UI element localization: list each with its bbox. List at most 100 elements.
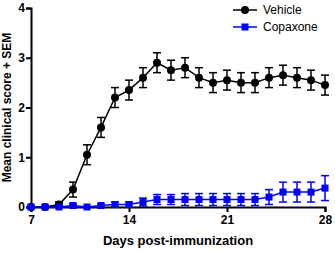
error-cap bbox=[181, 193, 189, 195]
legend-label: Copaxone bbox=[263, 20, 318, 34]
error-bar bbox=[195, 194, 203, 206]
y-axis-title: Mean clinical score + SEM bbox=[0, 33, 14, 183]
error-bar bbox=[223, 70, 231, 90]
error-cap bbox=[265, 87, 273, 89]
error-cap bbox=[321, 200, 329, 202]
data-point bbox=[112, 201, 119, 208]
error-cap bbox=[265, 189, 273, 191]
x-tick-label: 21 bbox=[221, 213, 235, 227]
error-cap bbox=[125, 79, 133, 81]
x-tick-label: 28 bbox=[319, 213, 333, 227]
data-point bbox=[139, 74, 147, 82]
data-point bbox=[41, 203, 49, 211]
data-point bbox=[279, 71, 287, 79]
data-point bbox=[42, 204, 49, 211]
error-cap bbox=[237, 72, 245, 74]
error-bar bbox=[139, 198, 147, 206]
error-cap bbox=[111, 87, 119, 89]
error-cap bbox=[321, 74, 329, 76]
x-tick-label: 7 bbox=[28, 213, 35, 227]
x-tick: 28 bbox=[319, 207, 333, 227]
data-point bbox=[69, 186, 77, 194]
x-tick-mark bbox=[325, 207, 327, 212]
error-cap bbox=[125, 99, 133, 101]
data-point bbox=[238, 196, 245, 203]
error-cap bbox=[209, 193, 217, 195]
error-cap bbox=[293, 181, 301, 183]
error-cap bbox=[223, 193, 231, 195]
error-cap bbox=[307, 69, 315, 71]
error-cap bbox=[97, 117, 105, 119]
error-cap bbox=[195, 87, 203, 89]
error-cap bbox=[321, 175, 329, 177]
error-cap bbox=[209, 205, 217, 207]
error-cap bbox=[251, 205, 259, 207]
error-bar bbox=[237, 194, 245, 206]
legend-marker bbox=[241, 6, 249, 14]
error-cap bbox=[83, 164, 91, 166]
x-tick: 21 bbox=[221, 207, 235, 227]
legend-marker bbox=[242, 24, 249, 31]
data-point bbox=[182, 196, 189, 203]
data-point bbox=[154, 196, 161, 203]
error-cap bbox=[223, 205, 231, 207]
y-axis-line bbox=[26, 9, 32, 208]
data-point bbox=[140, 199, 147, 206]
plot: 714212801234 bbox=[18, 1, 332, 226]
y-tick-label: 0 bbox=[18, 200, 25, 214]
y-tick-mark bbox=[26, 157, 31, 159]
error-cap bbox=[223, 89, 231, 91]
error-bar bbox=[125, 80, 133, 100]
error-bar bbox=[321, 75, 329, 95]
series-line bbox=[31, 63, 325, 207]
legend-label: Vehicle bbox=[263, 3, 302, 17]
y-tick-label: 3 bbox=[18, 51, 25, 65]
x-axis: 7142128 bbox=[28, 207, 332, 227]
y-tick: 2 bbox=[18, 101, 31, 115]
error-cap bbox=[307, 89, 315, 91]
error-cap bbox=[279, 84, 287, 86]
error-cap bbox=[153, 194, 161, 196]
error-cap bbox=[111, 107, 119, 109]
error-bar bbox=[181, 194, 189, 206]
data-point bbox=[307, 76, 315, 84]
data-point bbox=[126, 201, 133, 208]
error-cap bbox=[195, 193, 203, 195]
y-tick: 4 bbox=[18, 1, 31, 15]
y-tick: 1 bbox=[18, 151, 31, 165]
data-point bbox=[111, 94, 119, 102]
data-point bbox=[251, 79, 259, 87]
data-point bbox=[28, 204, 35, 211]
error-bar bbox=[69, 182, 77, 197]
error-cap bbox=[251, 72, 259, 74]
error-bar bbox=[279, 65, 287, 85]
data-point bbox=[97, 123, 105, 131]
error-cap bbox=[167, 59, 175, 61]
error-bar bbox=[97, 117, 105, 137]
data-point bbox=[308, 189, 315, 196]
error-bar bbox=[223, 194, 231, 206]
y-tick-label: 2 bbox=[18, 101, 25, 115]
error-cap bbox=[153, 72, 161, 74]
error-bar bbox=[321, 176, 329, 201]
error-bar bbox=[265, 190, 273, 205]
data-point bbox=[322, 185, 329, 192]
error-bar bbox=[237, 73, 245, 93]
data-point bbox=[167, 66, 175, 74]
data-point bbox=[265, 74, 273, 82]
error-cap bbox=[97, 137, 105, 139]
error-cap bbox=[139, 67, 147, 69]
y-tick-label: 1 bbox=[18, 151, 25, 165]
error-bar bbox=[209, 73, 217, 93]
data-point bbox=[209, 79, 217, 87]
y-tick-mark bbox=[26, 57, 31, 59]
error-cap bbox=[237, 205, 245, 207]
data-point bbox=[196, 196, 203, 203]
error-bar bbox=[181, 58, 189, 78]
error-cap bbox=[279, 64, 287, 66]
x-axis-title: Days post-immunization bbox=[103, 233, 253, 248]
error-cap bbox=[279, 201, 287, 203]
error-bar bbox=[279, 182, 287, 202]
data-point bbox=[224, 196, 231, 203]
error-cap bbox=[209, 72, 217, 74]
